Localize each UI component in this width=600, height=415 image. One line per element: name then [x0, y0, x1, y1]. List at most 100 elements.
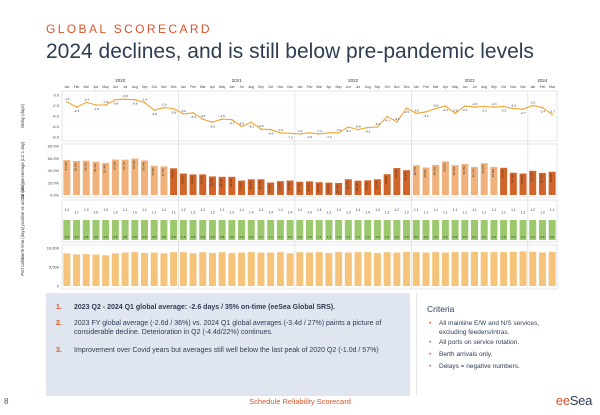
- ontime-bar: [509, 172, 517, 195]
- ontime-bar: [82, 160, 90, 195]
- ontime-bar: [131, 158, 139, 195]
- calls-bar: [276, 252, 284, 286]
- month-label: Mar: [433, 85, 440, 89]
- berth-bar: [63, 220, 71, 240]
- delay-data-label: -3.5: [414, 108, 420, 112]
- month-label: Dec: [287, 85, 293, 89]
- berth-data-label: 1.2: [404, 211, 409, 215]
- delay-data-label: -2.6: [171, 111, 177, 115]
- month-label: Dec: [520, 85, 526, 89]
- berth-bar: [538, 220, 546, 240]
- finding-text: 2023 Q2 - 2024 Q1 global average: -2.6 d…: [74, 304, 336, 311]
- calls-bar: [373, 252, 381, 286]
- berth-data-label: 1.1: [443, 211, 448, 215]
- delay-data-label: -5.2: [249, 124, 255, 128]
- ontime-data-label: 25.6%: [248, 181, 252, 190]
- panel-label: Port calls: [20, 258, 25, 275]
- delay-data-label: -4.6: [200, 114, 206, 118]
- berth-bar: [150, 220, 158, 240]
- berth-data-label: 1.1: [74, 211, 79, 215]
- berth-bar: [393, 220, 401, 240]
- ontime-data-label: 36.3%: [510, 174, 514, 183]
- finding-text: 2023 FY global average (-2.6d / 36%) vs.…: [74, 320, 382, 336]
- ontime-bar: [441, 161, 449, 195]
- month-label: Oct: [385, 85, 390, 89]
- berth-data-label: 1.1: [414, 208, 419, 212]
- berth-bar: [170, 220, 178, 240]
- delay-data-label: -1.3: [64, 97, 70, 101]
- month-label: May: [103, 85, 110, 89]
- berth-bar: [199, 220, 207, 240]
- month-label: Feb: [423, 85, 429, 89]
- berth-bar: [179, 220, 187, 240]
- month-label: Oct: [268, 85, 273, 89]
- berth-actual-label: 0.8: [123, 235, 128, 239]
- berth-bar: [509, 220, 517, 240]
- berth-bar: [412, 220, 420, 240]
- page-title: 2024 declines, and is still below pre-pa…: [46, 40, 534, 63]
- delay-point: [143, 101, 146, 104]
- delay-data-label: -2.5: [404, 110, 410, 114]
- delay-data-label: -2.7: [520, 111, 526, 115]
- ontime-bar: [461, 164, 469, 195]
- month-label: Jun: [346, 85, 351, 89]
- ontime-bar: [160, 166, 168, 195]
- berth-bar: [490, 220, 498, 240]
- month-label: Nov: [161, 85, 167, 89]
- delay-point: [182, 113, 185, 115]
- berth-data-label: 1.4: [336, 208, 341, 212]
- month-label: Feb: [190, 85, 196, 89]
- month-label: Sep: [142, 85, 148, 89]
- month-label: Oct: [152, 85, 157, 89]
- ontime-bar: [364, 180, 372, 195]
- ontime-data-label: 25.7%: [345, 181, 349, 190]
- finding-text: Improvement over Covid years but average…: [74, 347, 379, 354]
- delay-data-label: -2.3: [472, 102, 478, 106]
- berth-bar: [228, 220, 236, 240]
- criteria-text: All mainline E/W and N/S services, exclu…: [439, 320, 540, 336]
- ontime-bar: [344, 179, 352, 195]
- delay-data-label: -1.9: [103, 100, 109, 104]
- delay-series-line: [66, 98, 553, 135]
- ontime-data-label: 33.6%: [190, 176, 194, 185]
- berth-data-label: 1.4: [356, 208, 361, 212]
- panel-label: On-time percentage (LC 1 day): [20, 141, 25, 199]
- berth-bar: [306, 220, 313, 240]
- delay-point: [269, 128, 272, 131]
- berth-bar: [403, 220, 411, 240]
- berth-bar: [325, 220, 333, 240]
- delay-data-label: -2.6: [433, 104, 439, 108]
- delay-data-label: -7.4: [317, 129, 323, 133]
- finding-number: 1.: [56, 304, 62, 311]
- criteria-text: Berth arrivals only.: [439, 351, 493, 358]
- ontime-data-label: 50.5%: [462, 165, 466, 174]
- berth-actual-label: 1.1: [346, 235, 351, 239]
- delay-data-label: -6.6: [355, 125, 361, 129]
- month-label: Aug: [132, 85, 138, 89]
- ontime-data-label: 47.8%: [151, 167, 155, 176]
- berth-actual-label: 0.9: [434, 235, 439, 239]
- ontime-data-label: 38.0%: [549, 173, 553, 182]
- ontime-bar: [199, 174, 207, 195]
- delay-data-label: -6.0: [239, 122, 245, 126]
- berth-data-label: 1.1: [492, 208, 497, 212]
- berth-bar: [519, 220, 527, 240]
- ontime-data-label: 56.1%: [83, 162, 87, 171]
- ontime-data-label: 23.6%: [239, 182, 243, 191]
- berth-actual-label: 0.8: [113, 235, 118, 239]
- delay-data-label: -4.6: [219, 114, 225, 118]
- berth-data-label: 1.4: [317, 208, 322, 212]
- berth-bar: [441, 220, 449, 240]
- berth-actual-label: 0.8: [152, 235, 157, 239]
- calls-tick-label: 10,000: [47, 246, 60, 251]
- month-label: Aug: [481, 85, 487, 89]
- page-number: 8: [4, 397, 9, 406]
- ontime-bar: [276, 181, 284, 195]
- month-label: Jul: [356, 85, 360, 89]
- berth-bar: [373, 220, 381, 240]
- berth-data-label: 1.4: [268, 211, 273, 215]
- delay-data-label: -5.2: [210, 124, 216, 128]
- berth-bar: [276, 220, 284, 240]
- month-label: Aug: [365, 85, 371, 89]
- berth-bar: [344, 220, 352, 240]
